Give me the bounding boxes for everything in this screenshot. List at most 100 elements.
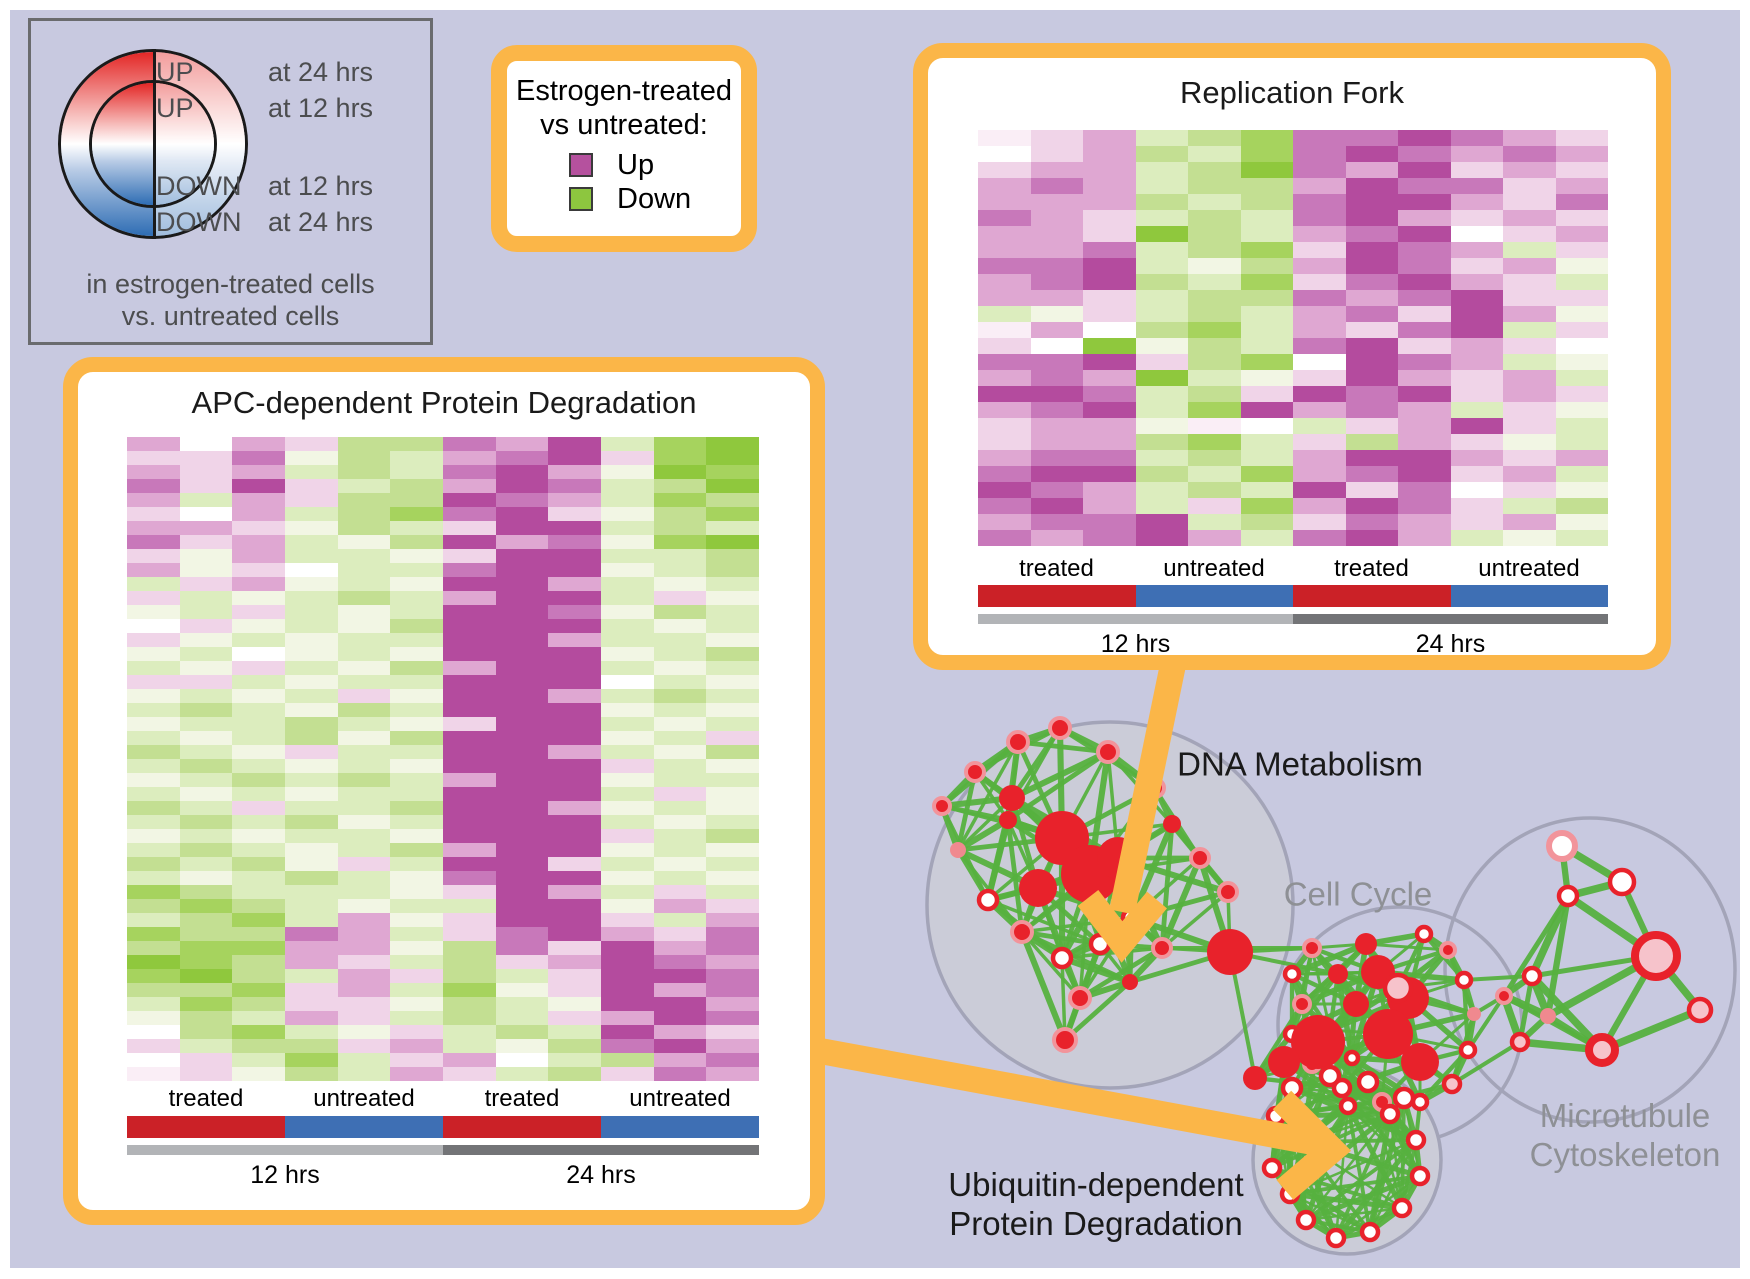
heatmap-cell bbox=[284, 493, 338, 507]
heatmap-cell bbox=[548, 507, 601, 521]
heatmap-row bbox=[127, 703, 759, 717]
heatmap-cell bbox=[1083, 514, 1136, 530]
treated-bar bbox=[978, 585, 1136, 607]
heatmap-cell bbox=[1293, 194, 1346, 210]
heatmap-cell bbox=[232, 941, 285, 955]
heatmap-cell bbox=[232, 759, 285, 773]
heatmap-cell bbox=[1030, 370, 1083, 386]
heatmap-cell bbox=[1240, 530, 1293, 546]
heatmap-cell bbox=[1188, 290, 1241, 306]
heatmap-cell bbox=[1503, 322, 1556, 338]
heatmap-cell bbox=[653, 647, 707, 661]
heatmap-cell bbox=[284, 871, 338, 885]
label-24hrs: 24 hrs bbox=[1415, 630, 1486, 658]
heatmap-cell bbox=[442, 633, 496, 647]
heatmap-cell bbox=[179, 815, 233, 829]
heatmap-row bbox=[127, 507, 759, 521]
heatmap-cell bbox=[337, 689, 391, 703]
heatmap-cell bbox=[337, 759, 391, 773]
heatmap-cell bbox=[1135, 226, 1188, 242]
heatmap-cell bbox=[284, 661, 338, 675]
heatmap-cell bbox=[179, 899, 233, 913]
heatmap-cell bbox=[232, 703, 285, 717]
heatmap-cell bbox=[548, 577, 601, 591]
heatmap-cell bbox=[495, 535, 549, 549]
heatmap-cell bbox=[232, 535, 285, 549]
heatmap-cell bbox=[600, 843, 654, 857]
heatmap-cell bbox=[706, 465, 759, 479]
heatmap-cell bbox=[284, 899, 338, 913]
heatmap-row bbox=[978, 514, 1608, 530]
heatmap-cell bbox=[706, 479, 759, 493]
heatmap-cell bbox=[1398, 466, 1451, 482]
heatmap-cell bbox=[1503, 402, 1556, 418]
heatmap-cell bbox=[653, 1053, 707, 1067]
heatmap-cell bbox=[390, 997, 443, 1011]
heatmap-cell bbox=[706, 661, 759, 675]
heatmap-cell bbox=[1450, 274, 1503, 290]
heatmap-cell bbox=[653, 549, 707, 563]
heatmap-cell bbox=[442, 941, 496, 955]
heatmap-cell bbox=[548, 535, 601, 549]
heatmap-cell bbox=[232, 633, 285, 647]
heatmap-cell bbox=[390, 983, 443, 997]
heatmap-cell bbox=[600, 815, 654, 829]
treated-bar bbox=[127, 1116, 285, 1138]
heatmap-cell bbox=[179, 871, 233, 885]
heatmap-cell bbox=[1345, 482, 1398, 498]
heatmap-cell bbox=[1450, 466, 1503, 482]
heatmap-cell bbox=[442, 465, 496, 479]
heatmap-cell bbox=[1030, 194, 1083, 210]
heatmap-cell bbox=[232, 1053, 285, 1067]
heatmap-cell bbox=[337, 1025, 391, 1039]
cluster-label-ubiquitin: Ubiquitin-dependent Protein Degradation bbox=[948, 1166, 1243, 1244]
heatmap-cell bbox=[600, 1025, 654, 1039]
heatmap-cell bbox=[179, 689, 233, 703]
heatmap-cell bbox=[653, 633, 707, 647]
heatmap-cell bbox=[1503, 274, 1556, 290]
heatmap-cell bbox=[390, 955, 443, 969]
heatmap-cell bbox=[1555, 530, 1608, 546]
bar-24hrs bbox=[1293, 614, 1608, 624]
heatmap-cell bbox=[1450, 514, 1503, 530]
heatmap-cell bbox=[653, 969, 707, 983]
heatmap-cell bbox=[390, 619, 443, 633]
heatmap-cell bbox=[284, 633, 338, 647]
heatmap-cell bbox=[1135, 306, 1188, 322]
heatmap-cell bbox=[1030, 162, 1083, 178]
heatmap-cell bbox=[548, 829, 601, 843]
heatmap-row bbox=[978, 210, 1608, 226]
heatmap-cell bbox=[1083, 450, 1136, 466]
heatmap-cell bbox=[442, 773, 496, 787]
heatmap-cell bbox=[1398, 530, 1451, 546]
heatmap-cell bbox=[179, 983, 233, 997]
heatmap-cell bbox=[284, 885, 338, 899]
heatmap-cell bbox=[548, 815, 601, 829]
heatmap-cell bbox=[390, 1025, 443, 1039]
heatmap-cell bbox=[1345, 450, 1398, 466]
heatmap-cell bbox=[706, 815, 759, 829]
heatmap-cell bbox=[600, 507, 654, 521]
heatmap-cell bbox=[442, 885, 496, 899]
heatmap-cell bbox=[284, 619, 338, 633]
heatmap-cell bbox=[337, 1039, 391, 1053]
heatmap-cell bbox=[548, 549, 601, 563]
heatmap-cell bbox=[1398, 386, 1451, 402]
heatmap-cell bbox=[337, 829, 391, 843]
heatmap-cell bbox=[127, 941, 180, 955]
heatmap-cell bbox=[1555, 306, 1608, 322]
heatmap-cell bbox=[1398, 226, 1451, 242]
heatmap-cell bbox=[600, 591, 654, 605]
heatmap-cell bbox=[495, 913, 549, 927]
heatmap-cell bbox=[978, 370, 1031, 386]
heatmap-cell bbox=[548, 857, 601, 871]
group-label-untreated-12: untreated bbox=[313, 1085, 415, 1112]
untreated-bar bbox=[601, 1116, 759, 1138]
heatmap-cell bbox=[390, 969, 443, 983]
heatmap-cell bbox=[653, 521, 707, 535]
heatmap-cell bbox=[1503, 354, 1556, 370]
heatmap-cell bbox=[978, 210, 1031, 226]
heatmap-cell bbox=[179, 843, 233, 857]
heatmap-cell bbox=[1345, 178, 1398, 194]
heatmap-cell bbox=[127, 717, 180, 731]
